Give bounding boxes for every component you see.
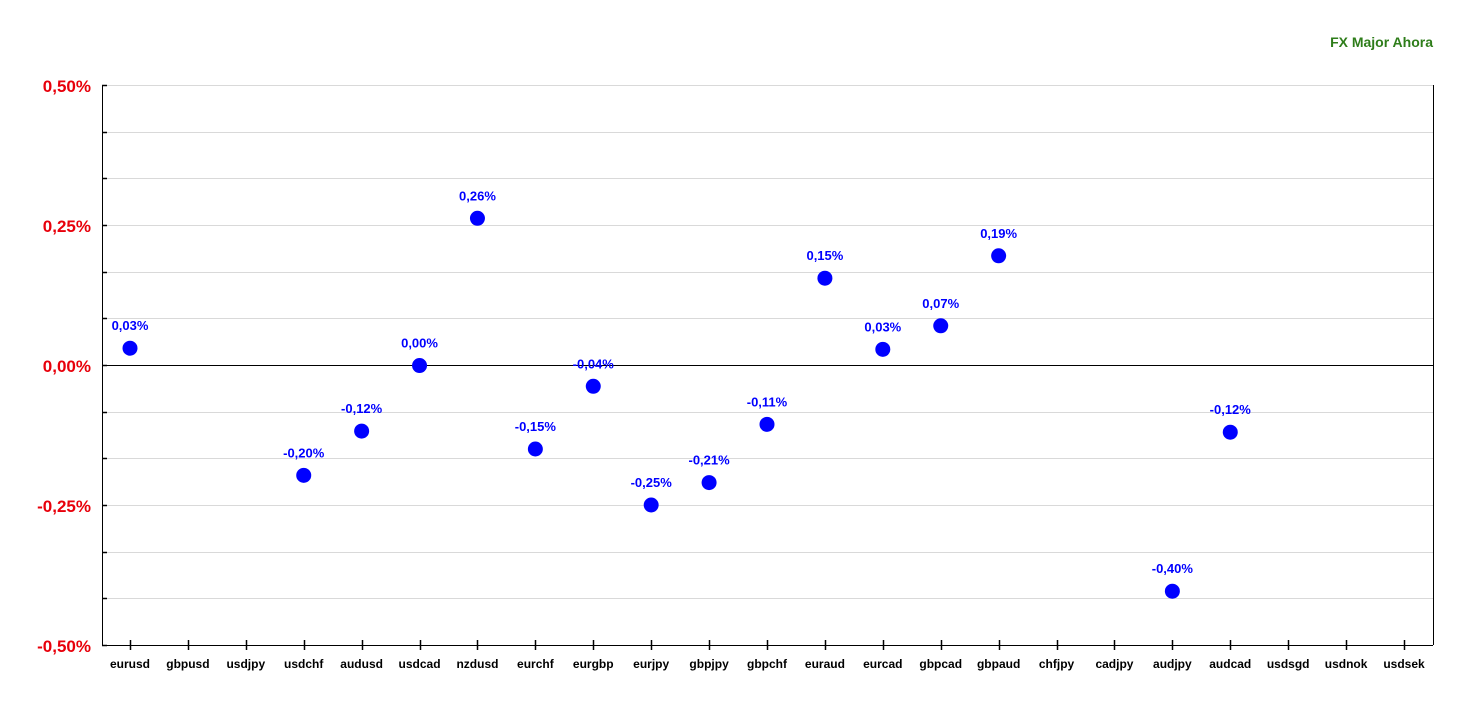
data-point xyxy=(759,416,775,432)
y-tick-label: 0,00% xyxy=(43,357,91,376)
x-tick-label: gbpjpy xyxy=(689,657,729,671)
x-tick-label: eurusd xyxy=(110,657,150,671)
data-point xyxy=(643,497,659,513)
data-point xyxy=(991,248,1007,264)
x-tick-label: nzdusd xyxy=(456,657,498,671)
data-point xyxy=(1222,424,1238,440)
x-tick-label: usdchf xyxy=(284,657,324,671)
data-label: -0,12% xyxy=(341,401,383,416)
x-tick-label: audcad xyxy=(1209,657,1251,671)
data-point xyxy=(875,341,891,357)
x-tick-label: eurchf xyxy=(517,657,555,671)
data-label: -0,21% xyxy=(688,453,730,468)
x-tick-label: euraud xyxy=(805,657,845,671)
y-tick-label: -0,50% xyxy=(37,637,91,656)
data-point xyxy=(412,358,428,374)
x-axis: eurusd gbpusd usdjpy usdchf audusd usdcad nzdu… xyxy=(102,640,1433,671)
data-point xyxy=(585,378,601,394)
data-point xyxy=(527,441,543,457)
data-label: -0,11% xyxy=(747,394,788,409)
x-tick-label: eurcad xyxy=(863,657,902,671)
data-point xyxy=(701,475,717,491)
data-point xyxy=(354,423,370,439)
x-tick-label: eurjpy xyxy=(633,657,669,671)
x-tick-label: usdcad xyxy=(399,657,441,671)
y-axis: 0,50% 0,25% 0,00% -0,25% -0,50% xyxy=(37,77,1434,656)
data-point xyxy=(817,270,833,286)
x-tick-label: audusd xyxy=(340,657,383,671)
data-point xyxy=(122,340,138,356)
x-tick-label: gbpcad xyxy=(919,657,962,671)
x-tick-label: cadjpy xyxy=(1095,657,1133,671)
y-tick-label: 0,50% xyxy=(43,77,91,96)
data-label: 0,15% xyxy=(806,248,843,263)
data-label: 0,03% xyxy=(864,319,901,334)
data-point xyxy=(296,467,312,483)
x-tick-label: audjpy xyxy=(1153,657,1192,671)
y-tick-label: 0,25% xyxy=(43,217,91,236)
chart-title: FX Major Ahora xyxy=(1330,34,1433,50)
x-tick-label: eurgbp xyxy=(573,657,614,671)
data-label: 0,26% xyxy=(459,188,496,203)
x-tick-label: usdjpy xyxy=(226,657,265,671)
data-label: 0,07% xyxy=(922,296,959,311)
x-tick-label: usdsgd xyxy=(1267,657,1310,671)
data-label: -0,12% xyxy=(1210,402,1252,417)
y-tick-label: -0,25% xyxy=(37,497,91,516)
data-label: -0,40% xyxy=(1152,561,1194,576)
data-point xyxy=(469,210,485,226)
data-label: 0,00% xyxy=(401,336,438,351)
data-point xyxy=(933,318,949,334)
x-tick-label: chfjpy xyxy=(1039,657,1075,671)
x-tick-label: gbpchf xyxy=(747,657,788,671)
x-tick-label: usdsek xyxy=(1383,657,1425,671)
x-tick-label: usdnok xyxy=(1325,657,1368,671)
data-label: -0,25% xyxy=(631,475,673,490)
grid-lines xyxy=(102,85,1433,646)
x-tick-label: gbpusd xyxy=(166,657,209,671)
data-label: -0,15% xyxy=(515,419,557,434)
data-points: 0,03% -0,20% -0,12% 0,00% 0,26% -0,15% -0,04% -… xyxy=(112,188,1252,599)
data-label: -0,20% xyxy=(283,445,325,460)
data-label: 0,19% xyxy=(980,226,1017,241)
data-point xyxy=(1164,583,1180,599)
data-label: 0,03% xyxy=(112,318,149,333)
x-tick-label: gbpaud xyxy=(977,657,1020,671)
data-label: -0,04% xyxy=(573,356,615,371)
